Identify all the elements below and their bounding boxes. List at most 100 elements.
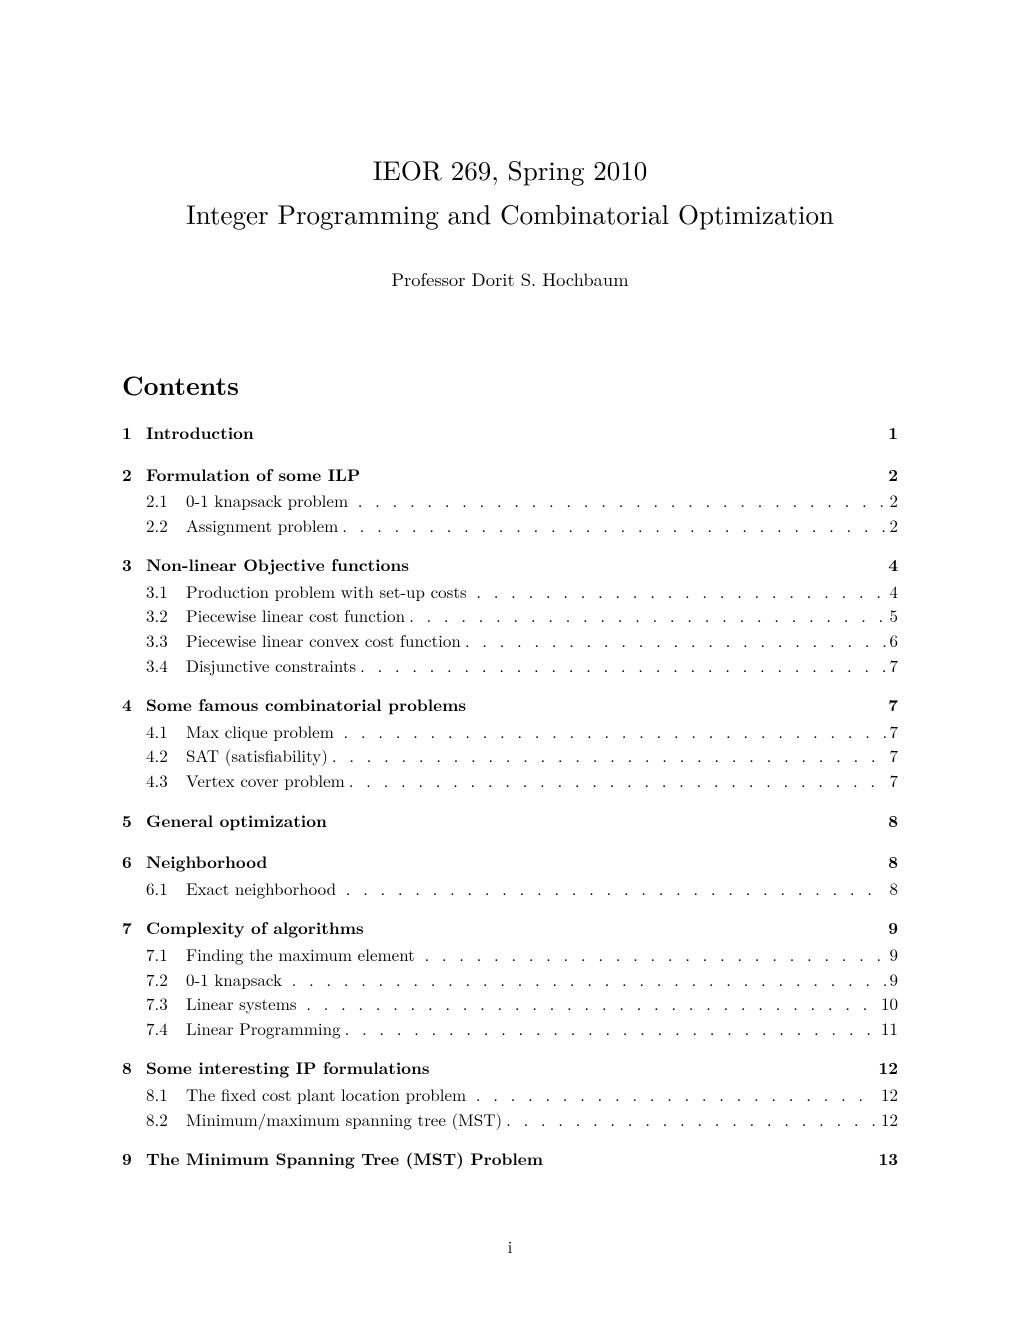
toc-section-title: Some famous combinatorial problems [146, 693, 466, 719]
toc-section-title: General optimization [146, 809, 327, 835]
toc-entry: 6Neighborhood 8 [122, 850, 898, 876]
toc-entry: 2Formulation of some ILP2 [122, 463, 898, 489]
toc-subentry: 3.2Piecewise linear cost function. . . .… [122, 603, 898, 628]
toc-page-number: 9 [890, 967, 899, 992]
toc-page-number: 4 [888, 553, 898, 579]
toc-subsection-number: 3.2 [146, 603, 186, 628]
title-block: IEOR 269, Spring 2010 Integer Programmin… [122, 150, 898, 292]
toc-subentry: 3.3Piecewise linear convex cost function… [122, 628, 898, 653]
toc-page-number: 12 [881, 1082, 898, 1107]
toc-subsection-number: 6.1 [146, 876, 186, 901]
toc-dot-leader: . . . . . . . . . . . . . . . . . . . . … [476, 1082, 877, 1107]
toc-section: 4Some famous combinatorial problems74.1M… [122, 693, 898, 792]
toc-page-number: 7 [888, 693, 898, 719]
toc-section-number: 4 [122, 693, 146, 719]
toc-subentry: 7.3Linear systems . . . . . . . . . . . … [122, 991, 898, 1016]
toc-subentry: 7.20-1 knapsack . . . . . . . . . . . . … [122, 967, 898, 992]
toc-subsection-title: Piecewise linear convex cost function [186, 628, 461, 653]
toc-entry: 4Some famous combinatorial problems 7 [122, 693, 898, 719]
toc-page-number: 2 [888, 463, 898, 489]
toc-section-title: Introduction [146, 421, 254, 447]
toc-section: 1Introduction1 [122, 421, 898, 447]
toc-section-title: Neighborhood [146, 850, 267, 876]
toc-dot-leader: . . . . . . . . . . . . . . . . . . . . … [506, 1107, 877, 1132]
toc-subentry: 4.2SAT (satisfiability). . . . . . . . .… [122, 743, 898, 768]
toc-subsection-number: 7.3 [146, 991, 186, 1016]
toc-entry: 1Introduction1 [122, 421, 898, 447]
toc-subsection-title: The fixed cost plant location problem [186, 1082, 472, 1107]
toc-subsection-title: 0-1 knapsack [186, 967, 288, 992]
toc-section-title: Some interesting IP formulations [146, 1056, 430, 1082]
toc-section-title: Non-linear Objective functions [146, 553, 409, 579]
toc-page-number: 1 [888, 421, 898, 447]
toc-dot-leader: . . . . . . . . . . . . . . . . . . . . … [360, 653, 885, 678]
toc-entry: 8Some interesting IP formulations 12 [122, 1056, 898, 1082]
toc-page-number: 5 [890, 603, 899, 628]
toc-subentry: 3.1Production problem with set-up costs … [122, 579, 898, 604]
toc-section-title: The Minimum Spanning Tree (MST) Problem [146, 1147, 543, 1173]
toc-entry: 9The Minimum Spanning Tree (MST) Problem… [122, 1147, 898, 1173]
toc-subsection-number: 4.1 [146, 719, 186, 744]
toc-dot-leader: . . . . . . . . . . . . . . . . . . . . … [465, 628, 886, 653]
toc-page-number: 7 [890, 719, 899, 744]
toc-page-number: 2 [890, 488, 899, 513]
toc-subsection-number: 7.1 [146, 942, 186, 967]
page-footer-number: i [0, 1234, 1020, 1258]
toc-page-number: 9 [890, 942, 899, 967]
toc-subsection-title: Finding the maximum element [186, 942, 420, 967]
toc-page-number: 12 [881, 1107, 898, 1132]
toc-subsection-title: Production problem with set-up costs [186, 579, 472, 604]
toc-page-number: 8 [888, 809, 898, 835]
course-subtitle: Integer Programming and Combinatorial Op… [122, 194, 898, 232]
toc-section-number: 6 [122, 850, 146, 876]
toc-subsection-title: Max clique problem [186, 719, 340, 744]
toc-page-number: 6 [890, 628, 899, 653]
toc-page-number: 7 [890, 768, 899, 793]
toc-dot-leader: . . . . . . . . . . . . . . . . . . . . … [345, 1016, 877, 1041]
toc-subentry: 7.4Linear Programming. . . . . . . . . .… [122, 1016, 898, 1041]
toc-dot-leader: . . . . . . . . . . . . . . . . . . . . … [424, 942, 885, 967]
toc-section: 9The Minimum Spanning Tree (MST) Problem… [122, 1147, 898, 1173]
toc-subentry: 4.1Max clique problem . . . . . . . . . … [122, 719, 898, 744]
toc-page-number: 7 [890, 653, 899, 678]
toc-entry: 7Complexity of algorithms9 [122, 916, 898, 942]
toc-section-number: 7 [122, 916, 146, 942]
toc-subsection-number: 3.1 [146, 579, 186, 604]
toc-page-number: 13 [878, 1147, 898, 1173]
toc-subsection-number: 8.2 [146, 1107, 186, 1132]
toc-page-number: 8 [888, 850, 898, 876]
toc-page-number: 2 [890, 513, 899, 538]
toc-section: 6Neighborhood 86.1Exact neighborhood . . … [122, 850, 898, 900]
toc-subsection-number: 7.2 [146, 967, 186, 992]
toc-section: 5General optimization8 [122, 809, 898, 835]
toc-subentry: 2.2Assignment problem. . . . . . . . . .… [122, 513, 898, 538]
toc-section: 7Complexity of algorithms97.1Finding the… [122, 916, 898, 1040]
toc-subsection-number: 2.1 [146, 488, 186, 513]
toc-section-title: Complexity of algorithms [146, 916, 364, 942]
toc-subsection-number: 3.3 [146, 628, 186, 653]
toc-page-number: 7 [890, 743, 899, 768]
toc-subsection-number: 4.3 [146, 768, 186, 793]
toc-container: 1Introduction12Formulation of some ILP22… [122, 421, 898, 1173]
toc-subsection-number: 8.1 [146, 1082, 186, 1107]
page-content: IEOR 269, Spring 2010 Integer Programmin… [0, 0, 1020, 1249]
toc-subsection-title: Linear Programming [186, 1016, 341, 1041]
author-name: Professor Dorit S. Hochbaum [122, 266, 898, 292]
toc-dot-leader: . . . . . . . . . . . . . . . . . . . . … [344, 719, 886, 744]
toc-subsection-title: Assignment problem [186, 513, 338, 538]
toc-section-number: 8 [122, 1056, 146, 1082]
toc-subsection-title: Minimum/maximum spanning tree (MST) [186, 1107, 502, 1132]
document-page: IEOR 269, Spring 2010 Integer Programmin… [0, 0, 1020, 1320]
toc-page-number: 12 [878, 1056, 898, 1082]
toc-subsection-title: Exact neighborhood [186, 876, 342, 901]
toc-section-title: Formulation of some ILP [146, 463, 360, 489]
toc-subentry: 6.1Exact neighborhood . . . . . . . . . … [122, 876, 898, 901]
toc-dot-leader: . . . . . . . . . . . . . . . . . . . . … [476, 579, 885, 604]
toc-subentry: 3.4Disjunctive constraints. . . . . . . … [122, 653, 898, 678]
toc-subsection-title: Disjunctive constraints [186, 653, 356, 678]
toc-subentry: 7.1Finding the maximum element . . . . .… [122, 942, 898, 967]
toc-subsection-title: Piecewise linear cost function [186, 603, 405, 628]
toc-subsection-number: 4.2 [146, 743, 186, 768]
toc-subsection-title: Vertex cover problem [186, 768, 345, 793]
toc-dot-leader: . . . . . . . . . . . . . . . . . . . . … [349, 768, 886, 793]
